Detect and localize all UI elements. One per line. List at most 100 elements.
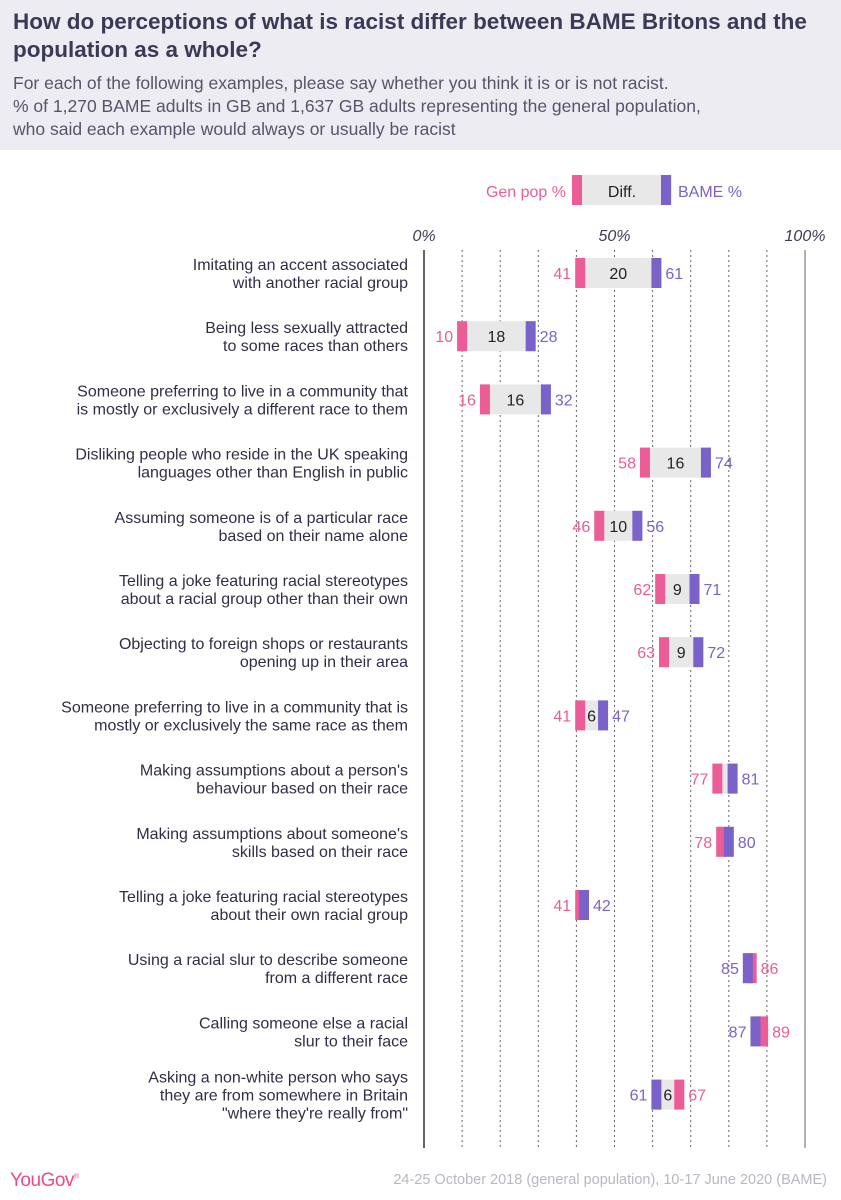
gen-pop-marker <box>712 763 723 794</box>
row-label: about a racial group other than their ow… <box>121 591 408 608</box>
row-label: Someone preferring to live in a communit… <box>61 699 408 716</box>
row-label: Asking a non-white person who says <box>148 1070 408 1087</box>
bame-marker <box>525 321 536 352</box>
legend-gen-pop-marker <box>572 175 582 205</box>
legend-bame-marker <box>661 175 671 205</box>
bame-marker <box>651 258 662 288</box>
yougov-logo: YouGov® <box>10 1170 79 1191</box>
row-label: Imitating an accent associated <box>193 257 408 274</box>
row-label: to some races than others <box>223 338 408 355</box>
bame-marker <box>540 384 551 415</box>
row-label: slur to their face <box>294 1033 408 1050</box>
gen-pop-marker <box>457 321 468 352</box>
bame-marker <box>723 826 734 857</box>
row-label: based on their name alone <box>219 528 409 545</box>
bame-marker <box>598 700 609 731</box>
gen-pop-value-label: 63 <box>637 645 655 662</box>
legend-diff-label: Diff. <box>608 184 636 201</box>
diff-bar <box>457 321 536 352</box>
gen-pop-value-label: 10 <box>435 329 453 346</box>
row-label: Using a racial slur to describe someone <box>128 952 408 969</box>
row-label: Making assumptions about someone's <box>136 826 408 843</box>
bame-marker <box>632 510 643 541</box>
subtitle-line-1: For each of the following examples, plea… <box>13 73 669 93</box>
x-tick-label: 50% <box>598 228 630 245</box>
x-tick-label: 0% <box>412 228 435 245</box>
bame-marker <box>579 890 590 920</box>
gen-pop-value-label: 77 <box>691 772 709 789</box>
gen-pop-marker <box>674 1079 685 1110</box>
row-label: behaviour based on their race <box>196 781 408 798</box>
row-label: Telling a joke featuring racial stereoty… <box>119 889 408 906</box>
diff-value-label: 6 <box>587 708 596 725</box>
gen-pop-value-label: 78 <box>694 835 712 852</box>
bame-marker <box>689 574 700 604</box>
bame-value-label: 47 <box>612 708 630 725</box>
diff-value-label: 9 <box>677 645 686 662</box>
diff-value-label: 10 <box>609 519 627 536</box>
row-label: Calling someone else a racial <box>199 1015 408 1032</box>
chart-title: How do perceptions of what is racist dif… <box>13 9 807 62</box>
diff-value-label: 16 <box>667 456 685 473</box>
gen-pop-marker <box>639 447 650 478</box>
bame-value-label: 32 <box>555 392 573 409</box>
subtitle-line-3: who said each example would always or us… <box>13 119 456 139</box>
row-label: about their own racial group <box>211 907 409 924</box>
gen-pop-marker <box>575 258 586 288</box>
bame-value-label: 61 <box>630 1088 648 1105</box>
gen-pop-value-label: 41 <box>553 266 571 283</box>
bame-value-label: 28 <box>540 329 558 346</box>
diff-bar <box>639 447 711 478</box>
row-label: mostly or exclusively the same race as t… <box>94 717 408 734</box>
row-label: Telling a joke featuring racial stereoty… <box>119 573 408 590</box>
gen-pop-value-label: 58 <box>618 456 636 473</box>
gen-pop-value-label: 89 <box>772 1024 790 1041</box>
bame-marker <box>700 447 711 478</box>
bame-value-label: 42 <box>593 898 611 915</box>
bame-marker <box>651 1079 662 1110</box>
gen-pop-value-label: 67 <box>688 1088 706 1105</box>
row-label: with another racial group <box>232 275 408 292</box>
gen-pop-value-label: 86 <box>761 961 779 978</box>
row-label: Making assumptions about a person's <box>140 763 408 780</box>
row-label: Being less sexually attracted <box>205 320 408 337</box>
gen-pop-value-label: 62 <box>633 582 651 599</box>
bame-marker <box>693 637 704 668</box>
header-panel: How do perceptions of what is racist dif… <box>0 0 841 150</box>
bame-marker <box>727 763 738 794</box>
legend-bame-label: BAME % <box>678 184 742 201</box>
bame-marker <box>750 1016 761 1047</box>
diff-value-label: 6 <box>663 1088 672 1105</box>
subtitle-line-2: % of 1,270 BAME adults in GB and 1,637 G… <box>13 96 701 116</box>
bame-value-label: 72 <box>707 645 725 662</box>
gen-pop-marker <box>659 637 670 668</box>
bame-value-label: 61 <box>665 266 683 283</box>
row-label: skills based on their race <box>232 844 408 861</box>
diff-value-label: 9 <box>673 582 682 599</box>
gen-pop-marker <box>758 1016 769 1047</box>
row-label: Objecting to foreign shops or restaurant… <box>119 636 408 653</box>
gen-pop-marker <box>479 384 490 415</box>
legend-diff-box <box>572 175 672 205</box>
row-label: Assuming someone is of a particular race <box>115 510 409 527</box>
row-label: opening up in their area <box>240 654 408 671</box>
logo-text: YouGov <box>10 1170 74 1191</box>
gen-pop-marker <box>716 826 727 857</box>
gen-pop-marker <box>655 574 666 604</box>
row-label: from a different race <box>265 970 408 987</box>
bame-value-label: 81 <box>742 772 760 789</box>
gen-pop-value-label: 46 <box>572 519 590 536</box>
diff-bar <box>479 384 551 415</box>
bame-value-label: 85 <box>721 961 739 978</box>
diff-bar <box>575 258 662 288</box>
dumbbell-chart: Gen pop % Diff. BAME % 0% 50% 100% Imitating a… <box>61 175 826 1148</box>
bame-value-label: 87 <box>729 1024 747 1041</box>
row-label: languages other than English in public <box>138 465 408 482</box>
row-label: Someone preferring to live in a communit… <box>77 383 408 400</box>
diff-value-label: 16 <box>507 392 525 409</box>
x-tick-label: 100% <box>785 228 826 245</box>
bame-value-label: 74 <box>715 456 733 473</box>
legend-gen-pop-label: Gen pop % <box>486 184 566 201</box>
row-label: is mostly or exclusively a different rac… <box>77 401 408 418</box>
source-note: 24-25 October 2018 (general population),… <box>393 1172 827 1188</box>
